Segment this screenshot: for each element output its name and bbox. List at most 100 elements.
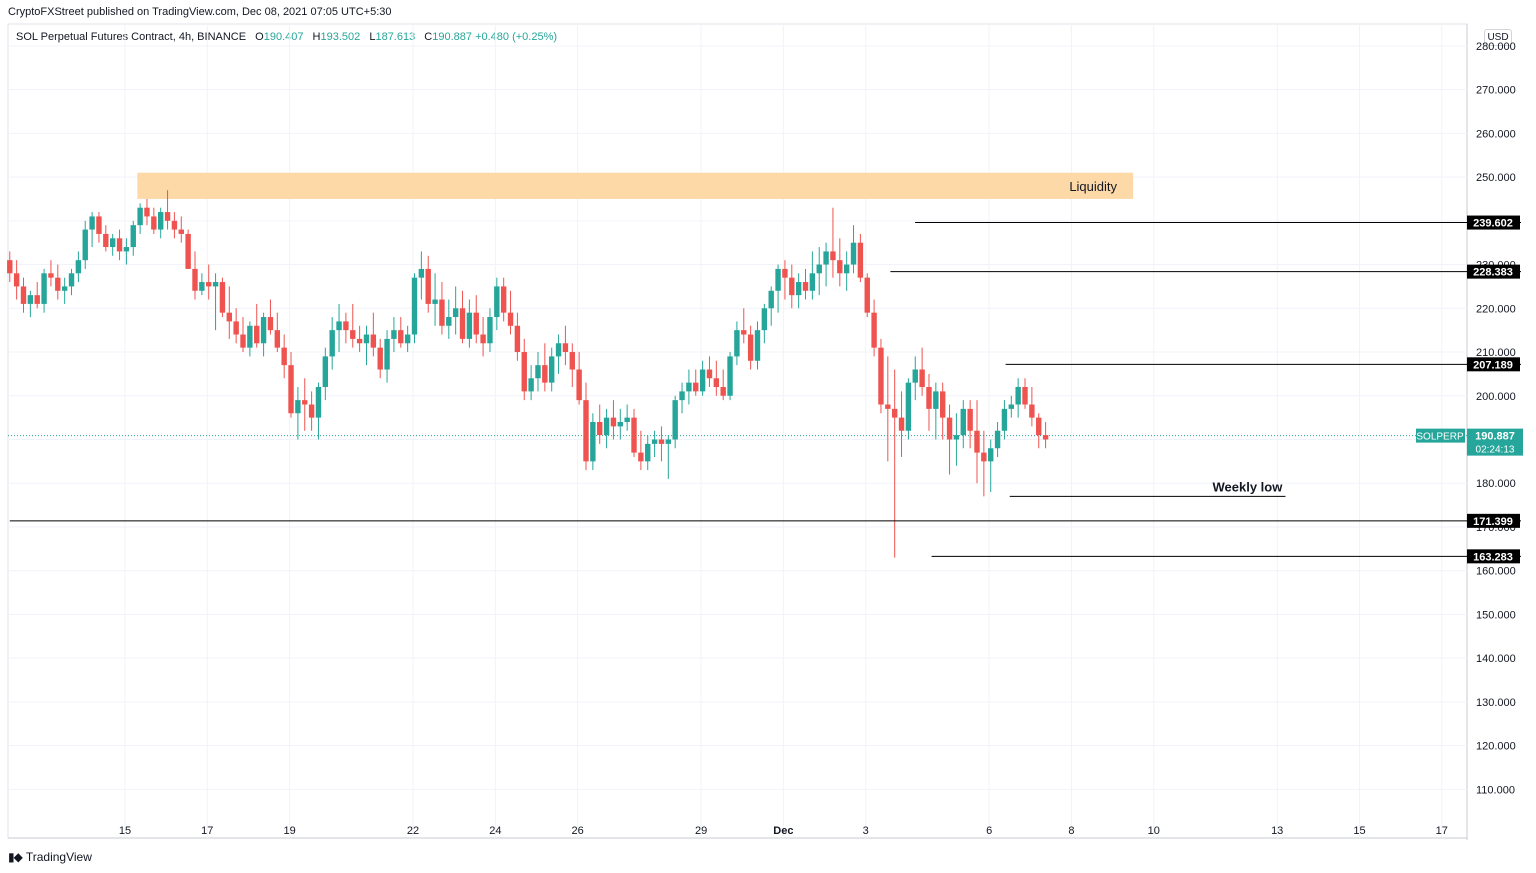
candle-body: [487, 317, 493, 344]
candle-body: [41, 273, 47, 304]
candle-body: [658, 439, 665, 444]
candle-body: [830, 251, 836, 261]
candle-body: [494, 286, 500, 318]
x-tick-label: 15: [119, 825, 131, 837]
candle-body: [583, 400, 589, 462]
candle-body: [562, 343, 569, 353]
candle-body: [1015, 387, 1021, 405]
candle-body: [946, 417, 953, 440]
y-tick-label: 280.000: [1476, 41, 1516, 53]
liquidity-zone: [137, 172, 1134, 199]
candle-body: [919, 369, 925, 388]
candle-body: [679, 391, 685, 401]
candle-body: [548, 356, 555, 383]
candle-body: [837, 260, 843, 274]
candle-body: [850, 242, 857, 265]
x-tick-label: 10: [1148, 825, 1160, 837]
candle-body: [912, 369, 918, 383]
candle-body: [1022, 387, 1028, 405]
candle-body: [569, 352, 575, 370]
candle-body: [885, 404, 891, 409]
x-tick-label: 3: [863, 825, 869, 837]
symbol-title: SOL Perpetual Futures Contract, 4h, BINA…: [16, 31, 247, 43]
candle-body: [233, 321, 239, 335]
candle-body: [507, 312, 514, 326]
candle-body: [542, 365, 548, 383]
x-tick-label: 13: [1271, 825, 1283, 837]
x-tick-label: 19: [283, 825, 295, 837]
open-value: 190.407: [263, 31, 304, 43]
candle-body: [960, 408, 966, 436]
candle-body: [281, 347, 287, 366]
candle-body: [727, 356, 733, 396]
candle-body: [857, 242, 864, 278]
tradingview-brand: ▮◆ TradingView: [8, 850, 92, 864]
candle-body: [1036, 417, 1042, 436]
x-tick-label: 29: [695, 825, 707, 837]
candle-body: [864, 277, 870, 313]
candle-body: [302, 400, 308, 405]
candle-body: [672, 400, 678, 440]
candle-body: [34, 295, 40, 304]
last-price-label: 190.887: [1475, 431, 1515, 443]
candle-body: [192, 268, 198, 291]
candle-body: [144, 207, 150, 217]
symbol-badge: SOLPERP: [1416, 432, 1464, 443]
candle-body: [933, 391, 939, 409]
symbol-badge-bg: [1416, 428, 1465, 443]
candle-body: [315, 387, 322, 418]
candle-body: [20, 286, 27, 304]
level-label: 228.383: [1473, 267, 1513, 279]
candle-body: [823, 251, 829, 265]
close-label: C: [424, 31, 433, 43]
candle-body: [1029, 404, 1035, 418]
candle-body: [157, 212, 164, 230]
candle-body: [116, 238, 123, 252]
brand-label: TradingView: [25, 850, 92, 864]
last-price-badge-bg: [1467, 428, 1523, 456]
candle-body: [967, 408, 973, 431]
high-label: H: [312, 31, 321, 43]
candle-body: [747, 334, 754, 361]
candle-body: [761, 308, 768, 331]
open-label: O: [255, 31, 264, 43]
candle-body: [500, 286, 507, 313]
candle-body: [597, 422, 603, 436]
liquidity-label: Liquidity: [1069, 179, 1117, 194]
candle-body: [706, 369, 713, 379]
candle-body: [267, 317, 274, 331]
x-tick-label: 15: [1353, 825, 1365, 837]
currency-button[interactable]: USD: [1484, 29, 1512, 46]
candle-body: [686, 382, 692, 392]
y-tick-label: 140.000: [1476, 653, 1516, 665]
level-label: 239.602: [1473, 218, 1513, 230]
candle-body: [370, 334, 377, 348]
candle-body: [528, 378, 534, 392]
candle-body: [68, 273, 75, 287]
candle-body: [1001, 408, 1008, 431]
candle-body: [130, 225, 136, 248]
candle-body: [535, 365, 541, 379]
candle-body: [432, 299, 438, 304]
candle-body: [720, 387, 726, 396]
candle-body: [926, 387, 932, 409]
candle-body: [459, 308, 466, 339]
candle-body: [164, 212, 171, 221]
candle-body: [55, 277, 61, 291]
weekly-low-label: Weekly low: [1213, 479, 1284, 494]
candle-body: [988, 448, 994, 462]
candle-body: [75, 260, 82, 274]
publisher-bar: CryptoFXStreet published on TradingView.…: [8, 6, 392, 18]
candle-body: [226, 312, 232, 322]
candle-body: [336, 321, 342, 331]
candle-body: [473, 312, 479, 335]
candle-body: [1008, 404, 1014, 409]
candle-body: [350, 330, 356, 339]
level-label-bg: [1467, 513, 1520, 528]
candle-body: [377, 347, 383, 370]
candle-body: [274, 330, 281, 348]
candle-body: [219, 282, 226, 313]
candle-body: [13, 273, 20, 287]
candle-body: [295, 400, 301, 414]
